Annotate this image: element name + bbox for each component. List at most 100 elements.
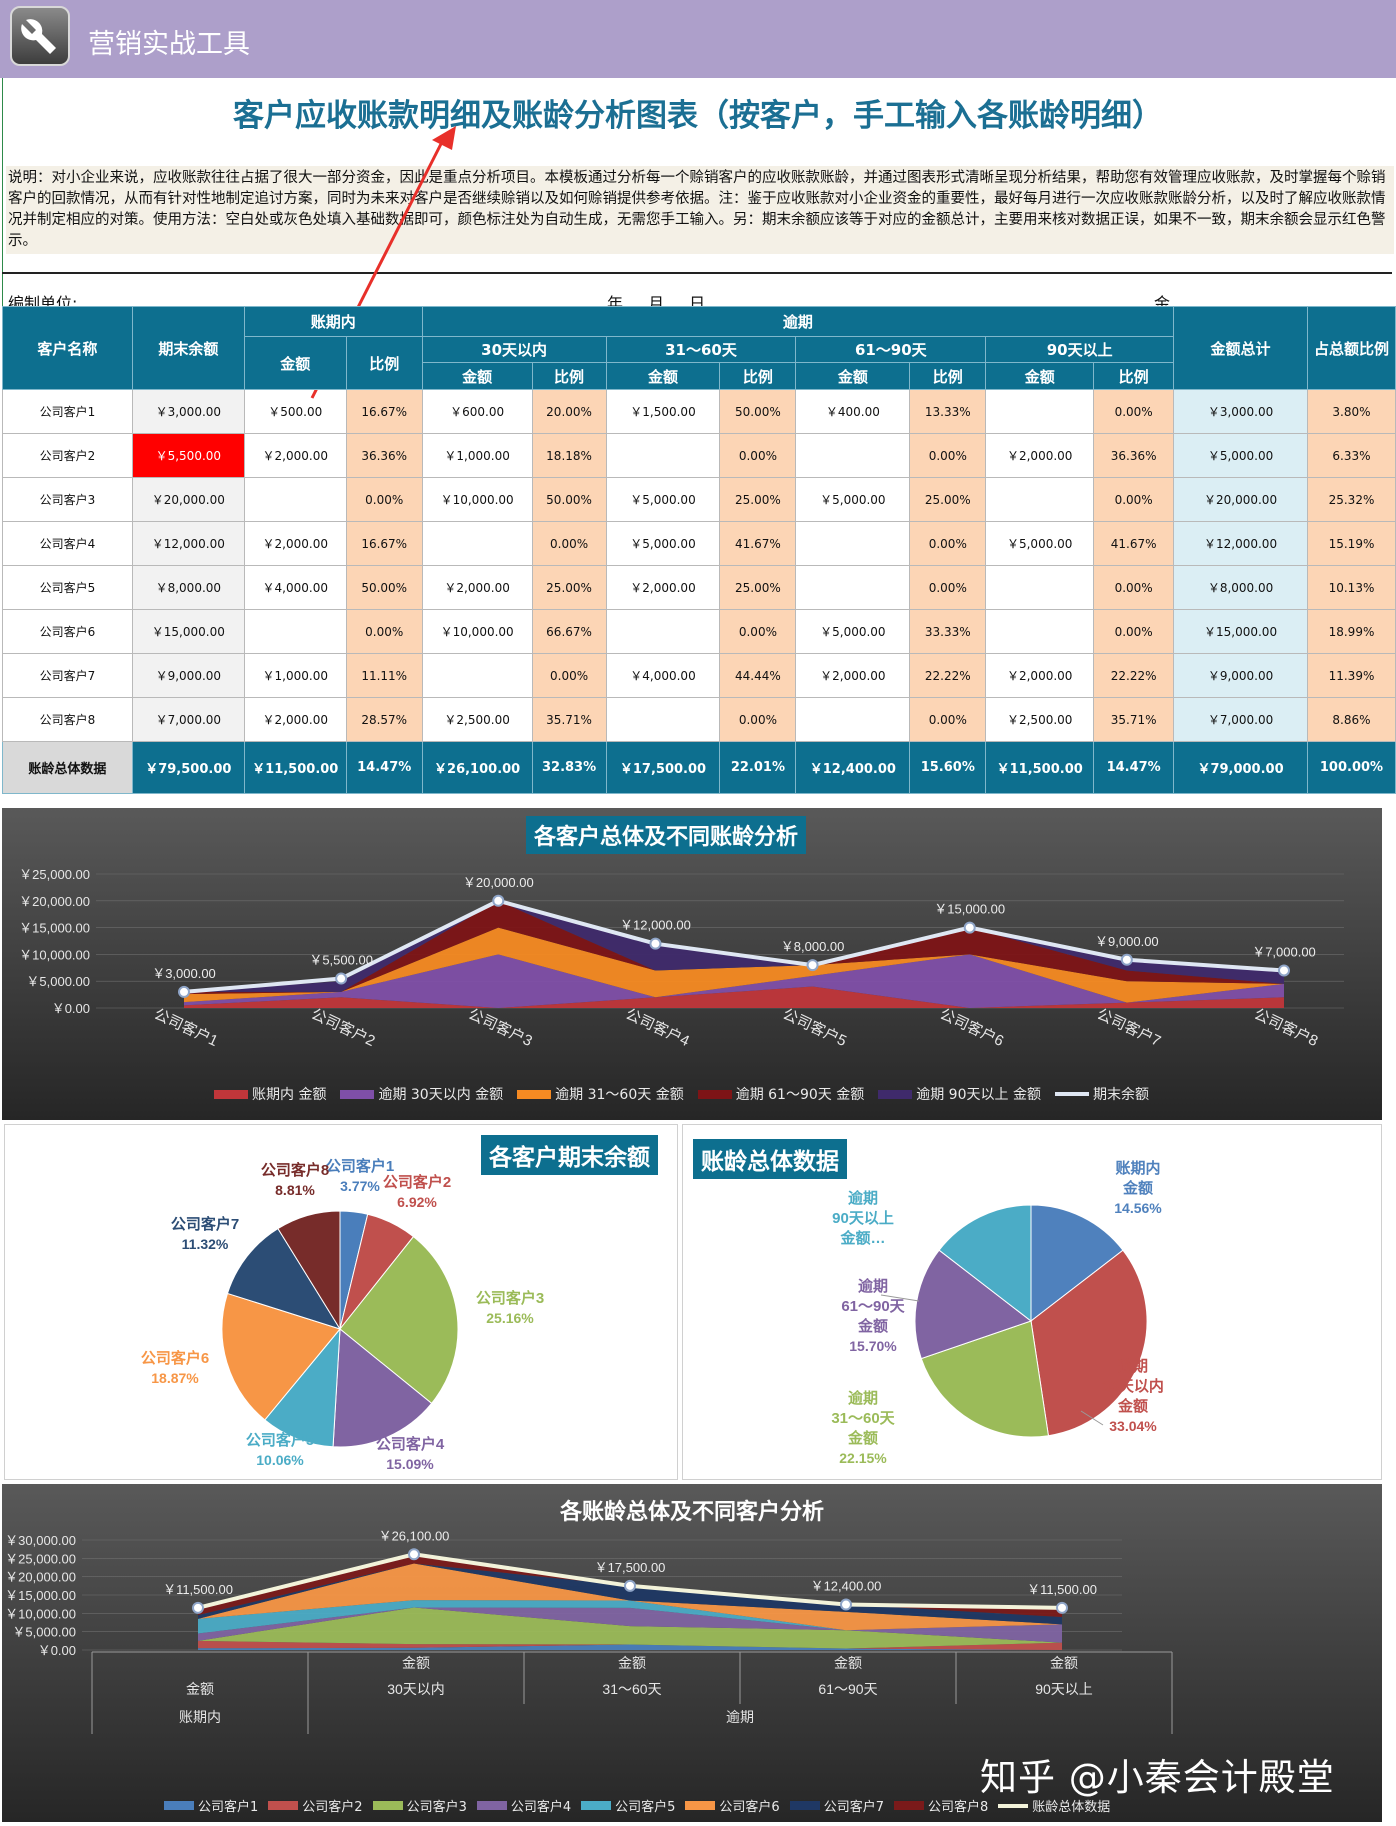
amount-input-cell[interactable]: ￥10,000.00: [421, 477, 533, 522]
x-tick-label: 公司客户2: [308, 1006, 377, 1050]
header-bucket-60: 31～60天: [605, 336, 797, 363]
balance-input-cell[interactable]: ￥3,000.00: [131, 389, 245, 434]
amount-input-cell[interactable]: [985, 565, 1095, 610]
area-series-2: [184, 954, 1284, 1008]
amount-input-cell[interactable]: [421, 521, 533, 566]
amount-input-cell[interactable]: ￥2,500.00: [421, 697, 533, 742]
y-tick-label: ￥25,000.00: [19, 867, 90, 882]
ratio-cell: 36.36%: [345, 433, 423, 478]
legend-swatch: [476, 1801, 507, 1810]
ratio-cell: 0.00%: [1093, 609, 1175, 654]
slice-label: 逾期 90天以上金额…: [832, 1189, 894, 1247]
pie-slice: [938, 1204, 1032, 1323]
header-ratio: 比例: [1093, 362, 1175, 390]
legend-label: 公司客户7: [823, 1800, 884, 1815]
slice-percent: 33.04%: [1109, 1418, 1157, 1434]
legend-item: 期末余额: [1054, 1084, 1149, 1104]
amount-input-cell[interactable]: [795, 521, 911, 566]
amount-input-cell[interactable]: ￥600.00: [421, 389, 533, 434]
amount-input-cell[interactable]: ￥1,000.00: [421, 433, 533, 478]
amount-input-cell[interactable]: ￥5,000.00: [605, 477, 721, 522]
amount-input-cell[interactable]: ￥4,000.00: [605, 653, 721, 698]
legend-item: 公司客户8: [893, 1796, 988, 1815]
slice-percent: 6.92%: [397, 1194, 437, 1210]
amount-input-cell[interactable]: ￥5,000.00: [605, 521, 721, 566]
amount-input-cell[interactable]: ￥2,000.00: [243, 521, 347, 566]
legend-label: 逾期 30天以内 金额: [378, 1087, 504, 1103]
line-point: [335, 972, 348, 985]
total-cell: ￥20,000.00: [1173, 477, 1308, 522]
amount-input-cell[interactable]: [605, 609, 721, 654]
legend-label: 账龄总体数据: [1032, 1800, 1111, 1815]
chart-title: 各客户期末余额: [481, 1135, 658, 1175]
wrench-icon[interactable]: [10, 6, 70, 66]
amount-input-cell[interactable]: ￥500.00: [243, 389, 347, 434]
summary-cell: 14.47%: [1093, 741, 1175, 794]
balance-input-cell[interactable]: ￥8,000.00: [131, 565, 245, 610]
table-row: 公司客户3 ￥20,000.00 0.00% ￥10,000.00 50.00% ￥5,0…: [2, 477, 1396, 522]
amount-input-cell[interactable]: ￥2,000.00: [985, 653, 1095, 698]
line-point: [408, 1548, 420, 1561]
data-label: ￥26,100.00: [379, 1528, 450, 1543]
balance-input-cell[interactable]: ￥5,500.00: [131, 433, 245, 478]
legend-item: 公司客户1: [164, 1796, 258, 1815]
balance-input-cell[interactable]: ￥12,000.00: [131, 521, 245, 566]
amount-input-cell[interactable]: [421, 653, 533, 698]
amount-input-cell[interactable]: [985, 477, 1095, 522]
header-balance: 期末余额: [131, 306, 245, 390]
amount-input-cell[interactable]: ￥400.00: [795, 389, 911, 434]
balance-input-cell[interactable]: ￥9,000.00: [131, 653, 245, 698]
amount-input-cell[interactable]: [985, 389, 1095, 434]
amount-input-cell[interactable]: ￥4,000.00: [243, 565, 347, 610]
amount-input-cell[interactable]: [605, 433, 721, 478]
amount-input-cell[interactable]: ￥2,000.00: [795, 653, 911, 698]
slice-label-line: 金额: [1122, 1179, 1153, 1197]
y-tick-label: ￥20,000.00: [5, 1570, 76, 1585]
customer-name-cell: 公司客户1: [2, 389, 133, 434]
amount-input-cell[interactable]: [795, 697, 911, 742]
amount-input-cell[interactable]: ￥2,000.00: [421, 565, 533, 610]
amount-input-cell[interactable]: [243, 609, 347, 654]
balance-input-cell[interactable]: ￥7,000.00: [131, 697, 245, 742]
amount-input-cell[interactable]: ￥2,500.00: [985, 697, 1095, 742]
balance-input-cell[interactable]: ￥15,000.00: [131, 609, 245, 654]
leader-line: [880, 1294, 920, 1302]
summary-cell: ￥12,400.00: [795, 741, 911, 794]
balance-input-cell[interactable]: ￥20,000.00: [131, 477, 245, 522]
amount-input-cell[interactable]: ￥2,000.00: [243, 697, 347, 742]
amount-input-cell[interactable]: [985, 609, 1095, 654]
share-cell: 18.99%: [1306, 609, 1396, 654]
axis-label: 金额: [186, 1681, 214, 1697]
amount-input-cell[interactable]: ￥1,000.00: [243, 653, 347, 698]
legend-item: 公司客户3: [372, 1796, 467, 1815]
ratio-cell: 0.00%: [531, 521, 607, 566]
amount-input-cell[interactable]: [795, 565, 911, 610]
table-row: 公司客户2 ￥5,500.00 ￥2,000.00 36.36% ￥1,000.00 18…: [2, 433, 1396, 478]
share-cell: 15.19%: [1306, 521, 1396, 566]
data-label: ￥17,500.00: [595, 1560, 666, 1575]
amount-input-cell[interactable]: ￥10,000.00: [421, 609, 533, 654]
data-label: ￥12,400.00: [811, 1579, 882, 1594]
amount-input-cell[interactable]: ￥2,000.00: [985, 433, 1095, 478]
amount-input-cell[interactable]: ￥2,000.00: [243, 433, 347, 478]
amount-input-cell[interactable]: [243, 477, 347, 522]
amount-input-cell[interactable]: ￥2,000.00: [605, 565, 721, 610]
amount-input-cell[interactable]: [605, 697, 721, 742]
ratio-cell: 35.71%: [531, 697, 607, 742]
amount-input-cell[interactable]: ￥5,000.00: [985, 521, 1095, 566]
amount-input-cell[interactable]: ￥1,500.00: [605, 389, 721, 434]
data-label: ￥3,000.00: [152, 966, 216, 981]
app-title: 营销实战工具: [88, 29, 250, 60]
amount-input-cell[interactable]: [795, 433, 911, 478]
table-row: 公司客户6 ￥15,000.00 0.00% ￥10,000.00 66.67% 0.00…: [2, 609, 1396, 654]
amount-input-cell[interactable]: ￥5,000.00: [795, 477, 911, 522]
line-point: [806, 959, 819, 972]
legend-label: 逾期 31～60天 金额: [555, 1087, 684, 1103]
customer-name-cell: 公司客户8: [2, 697, 133, 742]
ratio-cell: 50.00%: [719, 389, 797, 434]
receivables-table: 客户名称 期末余额 账期内 逾期 金额总计 占总额比例 金额 比例 30天以内 …: [2, 306, 1396, 794]
ratio-cell: 36.36%: [1093, 433, 1175, 478]
amount-input-cell[interactable]: ￥5,000.00: [795, 609, 911, 654]
header-in-term-ratio: 比例: [345, 336, 423, 390]
data-label: ￥8,000.00: [781, 939, 845, 954]
